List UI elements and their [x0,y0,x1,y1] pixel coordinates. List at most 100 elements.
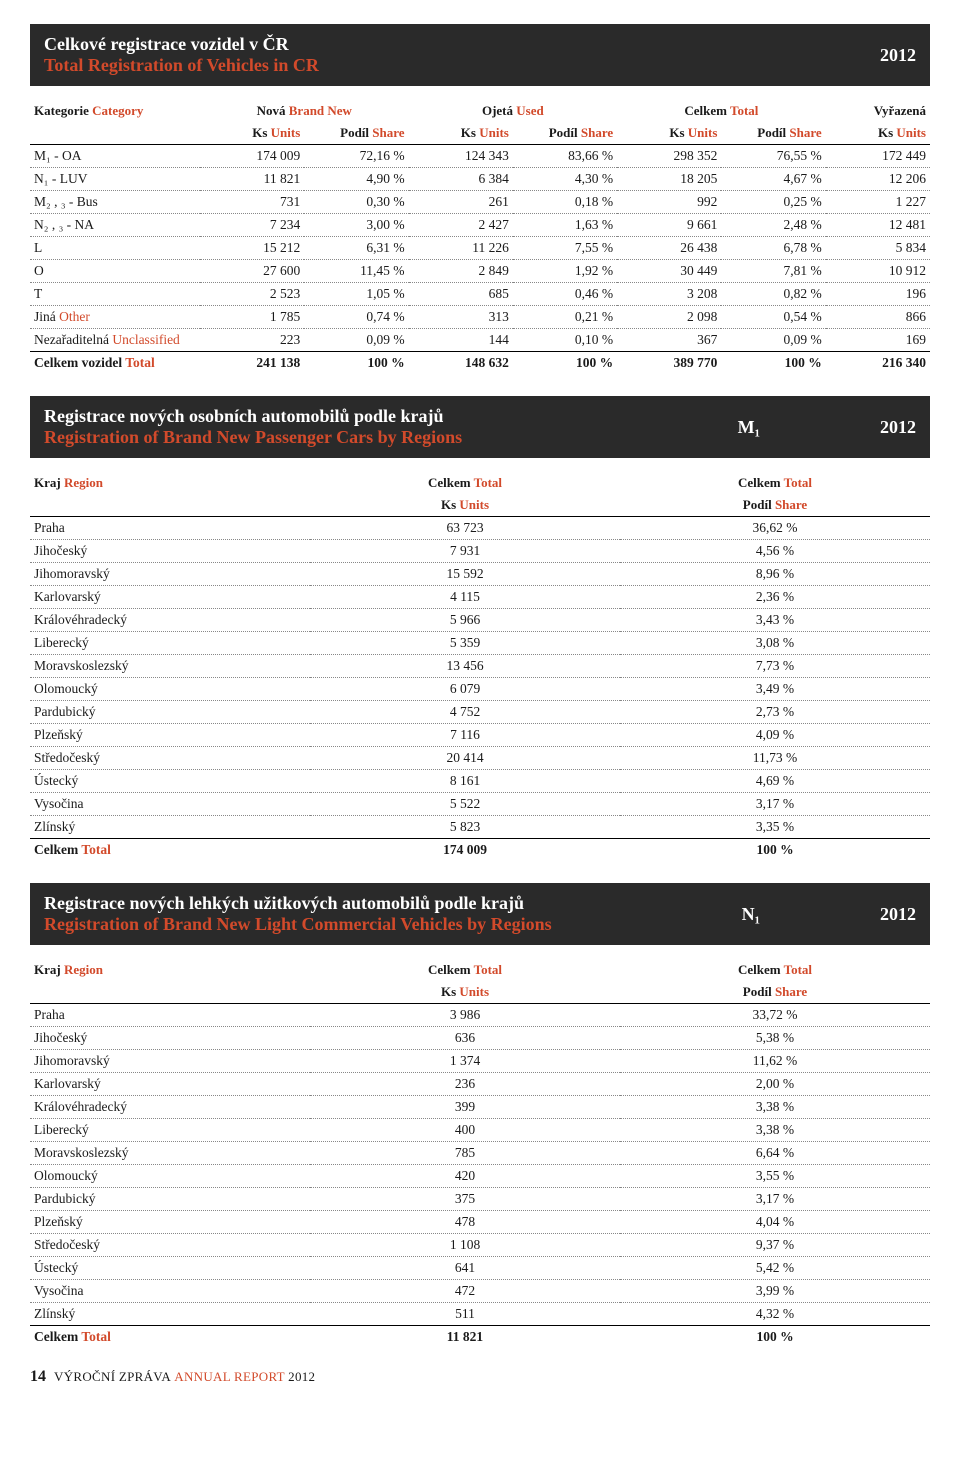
cell: 223 [200,329,304,352]
cell: 3,00 % [304,214,408,237]
share-cell: 4,32 % [620,1303,930,1326]
cell: 7 234 [200,214,304,237]
units-cell: 63 723 [310,517,620,540]
region-name: Královéhradecký [30,1096,310,1119]
table-total-registration: Kategorie Category Nová Brand New Ojetá … [30,100,930,374]
share-cell: 11,73 % [620,747,930,770]
cell: 1 227 [826,191,930,214]
cell: 11 821 [200,168,304,191]
row-label: N₁ - LUV [30,168,200,191]
cell: 6 384 [409,168,513,191]
th-used: Ojetá Used [409,100,618,122]
table-regions-n1: Kraj Region Celkem Total Celkem Total Ks… [30,959,930,1348]
footer-text-en: ANNUAL REPORT [174,1369,285,1385]
units-cell: 5 359 [310,632,620,655]
table-row: T2 5231,05 %6850,46 %3 2080,82 %196 [30,283,930,306]
share-cell: 3,17 % [620,793,930,816]
table-row: M₂ , ₃ - Bus7310,30 %2610,18 %9920,25 %1… [30,191,930,214]
share-cell: 9,37 % [620,1234,930,1257]
region-name: Moravskoslezský [30,655,310,678]
table-row: Pardubický4 7522,73 % [30,701,930,724]
region-name: Zlínský [30,816,310,839]
share-cell: 11,62 % [620,1050,930,1073]
cell: 261 [409,191,513,214]
cell: 11 226 [409,237,513,260]
units-cell: 5 966 [310,609,620,632]
section1-title-en: Total Registration of Vehicles in CR [44,55,319,76]
cell: 1,63 % [513,214,617,237]
section2-badge: M₁ [738,417,760,438]
cell: 2 098 [617,306,721,329]
table-row: Královéhradecký3993,38 % [30,1096,930,1119]
cell: 172 449 [826,145,930,168]
region-name: Středočeský [30,747,310,770]
cell: 0,18 % [513,191,617,214]
table-row: N₂ , ₃ - NA7 2343,00 %2 4271,63 %9 6612,… [30,214,930,237]
share-cell: 4,56 % [620,540,930,563]
table-row: Karlovarský4 1152,36 % [30,586,930,609]
cell: 2 427 [409,214,513,237]
th-total-units: Celkem Total [310,472,620,494]
cell: 0,09 % [304,329,408,352]
cell: 6,78 % [721,237,825,260]
section3-badge: N₁ [742,904,760,925]
table-row: Ústecký8 1614,69 % [30,770,930,793]
units-cell: 4 752 [310,701,620,724]
section1-year: 2012 [880,45,916,66]
table-row: Ústecký6415,42 % [30,1257,930,1280]
row-label: N₂ , ₃ - NA [30,214,200,237]
table1-total-row: Celkem vozidel Total 241 138100 % 148 63… [30,352,930,375]
units-cell: 8 161 [310,770,620,793]
table-row: Jihočeský7 9314,56 % [30,540,930,563]
share-cell: 3,49 % [620,678,930,701]
row-label: O [30,260,200,283]
region-name: Olomoucký [30,678,310,701]
row-label: M₂ , ₃ - Bus [30,191,200,214]
share-cell: 3,38 % [620,1096,930,1119]
row-label: Jiná Other [30,306,200,329]
cell: 124 343 [409,145,513,168]
section2-title-en: Registration of Brand New Passenger Cars… [44,427,462,448]
units-cell: 478 [310,1211,620,1234]
table3-total-row: Celkem Total 11 821 100 % [30,1326,930,1349]
table-row: M₁ - OA174 00972,16 %124 34383,66 %298 3… [30,145,930,168]
cell: 0,54 % [721,306,825,329]
table-row: Zlínský5114,32 % [30,1303,930,1326]
row-label: L [30,237,200,260]
share-cell: 3,08 % [620,632,930,655]
units-cell: 3 986 [310,1004,620,1027]
cell: 0,21 % [513,306,617,329]
section2-header: Registrace nových osobních automobilů po… [30,396,930,458]
units-cell: 7 931 [310,540,620,563]
share-cell: 5,38 % [620,1027,930,1050]
share-cell: 2,00 % [620,1073,930,1096]
region-name: Praha [30,517,310,540]
cell: 0,10 % [513,329,617,352]
share-cell: 3,38 % [620,1119,930,1142]
cell: 1,92 % [513,260,617,283]
region-name: Královéhradecký [30,609,310,632]
cell: 4,67 % [721,168,825,191]
cell: 11,45 % [304,260,408,283]
region-name: Praha [30,1004,310,1027]
units-cell: 1 374 [310,1050,620,1073]
cell: 367 [617,329,721,352]
share-cell: 3,17 % [620,1188,930,1211]
cell: 7,81 % [721,260,825,283]
th-region: Kraj Region [30,472,310,494]
table-row: Plzeňský7 1164,09 % [30,724,930,747]
share-cell: 36,62 % [620,517,930,540]
section2-year: 2012 [880,417,916,438]
units-cell: 6 079 [310,678,620,701]
row-label: Nezařaditelná Unclassified [30,329,200,352]
units-cell: 4 115 [310,586,620,609]
units-cell: 375 [310,1188,620,1211]
cell: 0,30 % [304,191,408,214]
units-cell: 400 [310,1119,620,1142]
table-row: Středočeský20 41411,73 % [30,747,930,770]
units-cell: 511 [310,1303,620,1326]
units-cell: 472 [310,1280,620,1303]
region-name: Moravskoslezský [30,1142,310,1165]
cell: 196 [826,283,930,306]
footer-year: 2012 [288,1369,315,1385]
